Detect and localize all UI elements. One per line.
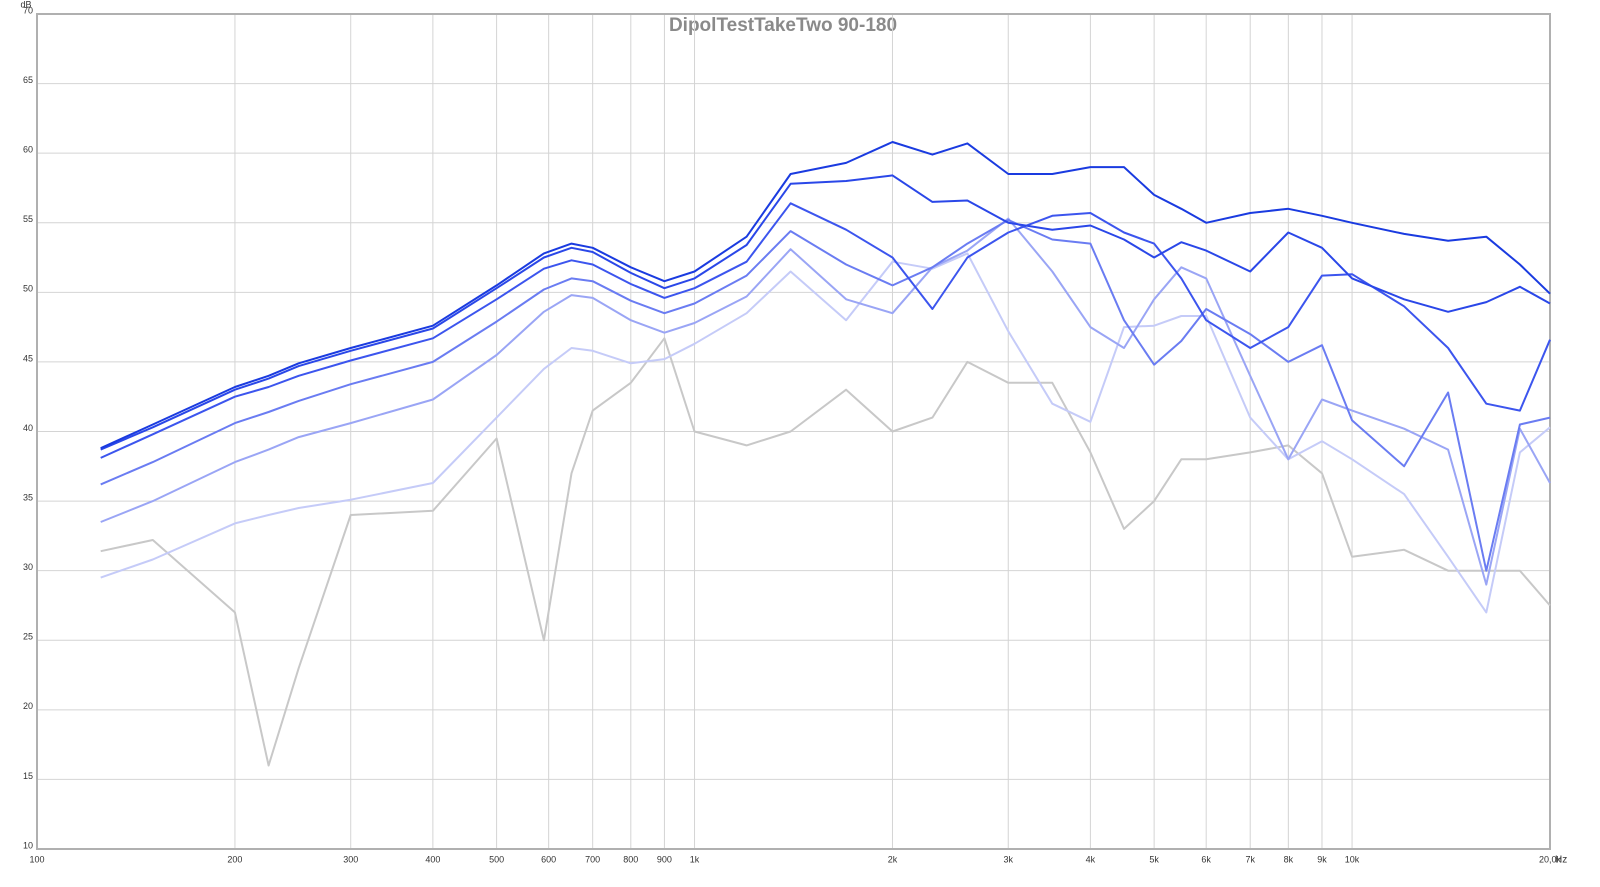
x-tick-label: 100 — [29, 854, 44, 864]
x-tick-label: 8k — [1284, 854, 1294, 864]
y-tick-label: 30 — [23, 562, 33, 572]
x-tick-label: 3k — [1003, 854, 1013, 864]
y-tick-label: 10 — [23, 840, 33, 850]
y-unit: dB — [20, 0, 31, 9]
y-tick-label: 20 — [23, 701, 33, 711]
x-tick-label: 20,0k — [1539, 854, 1562, 864]
y-tick-label: 40 — [23, 423, 33, 433]
x-tick-label: 6k — [1201, 854, 1211, 864]
y-tick-label: 25 — [23, 632, 33, 642]
x-tick-label: 900 — [657, 854, 672, 864]
y-tick-label: 70 — [23, 5, 33, 15]
series-line — [100, 141, 1551, 450]
x-tick-label: 7k — [1245, 854, 1255, 864]
x-tick-label: 700 — [585, 854, 600, 864]
x-tick-label: 500 — [489, 854, 504, 864]
x-tick-label: 5k — [1149, 854, 1159, 864]
x-tick-label: 400 — [425, 854, 440, 864]
y-tick-label: 35 — [23, 492, 33, 502]
x-tick-label: 300 — [343, 854, 358, 864]
y-tick-label: 55 — [23, 214, 33, 224]
series-line — [100, 252, 1551, 614]
y-tick-label: 15 — [23, 771, 33, 781]
x-tick-label: 600 — [541, 854, 556, 864]
series-line — [100, 202, 1551, 459]
y-tick-label: 45 — [23, 353, 33, 363]
y-tick-label: 50 — [23, 284, 33, 294]
series-line — [100, 174, 1551, 451]
plot-frame — [36, 13, 1551, 850]
x-tick-label: 9k — [1317, 854, 1327, 864]
series-line — [100, 219, 1551, 572]
series-line — [100, 217, 1551, 586]
x-tick-label: 200 — [227, 854, 242, 864]
x-tick-label: 800 — [623, 854, 638, 864]
x-tick-label: 1k — [690, 854, 700, 864]
x-tick-label: 2k — [888, 854, 898, 864]
chart-title: DipolTestTakeTwo 90-180 — [669, 15, 897, 36]
x-tick-label: 4k — [1086, 854, 1096, 864]
x-tick-label: 10k — [1345, 854, 1360, 864]
y-tick-label: 60 — [23, 145, 33, 155]
x-unit: Hz — [1555, 855, 1567, 866]
series-line — [100, 337, 1551, 767]
y-tick-label: 65 — [23, 75, 33, 85]
